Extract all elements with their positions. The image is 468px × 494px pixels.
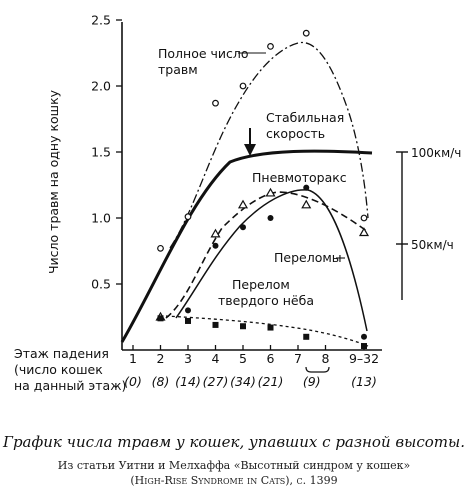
marker-s1-p2 xyxy=(237,199,249,209)
marker-s0-p6 xyxy=(360,214,368,222)
x-ticks: 1 2 3 4 5 6 7 8 9–32 xyxy=(129,345,379,366)
x-tick-label-5: 6 xyxy=(267,351,275,366)
marker-s2-p3 xyxy=(267,215,274,221)
figure-caption-block: График числа травм у кошек, упавших с ра… xyxy=(0,432,468,488)
marker-s3-p5 xyxy=(303,333,310,340)
injury-chart: Число травм на одну кошку 0.5 1.0 1.5 2.0 2.… xyxy=(14,13,461,394)
x-count-label-5: (21) xyxy=(258,374,284,389)
y-tick-label-2: 1.5 xyxy=(91,145,111,160)
marker-s2-p4 xyxy=(303,184,310,191)
x-counts: (0) (8) (14) (27) (34) (21) (9) (13) xyxy=(124,374,377,389)
x-count-label-3: (27) xyxy=(203,374,229,389)
x-tick-label-3: 4 xyxy=(212,351,220,366)
marker-s1-p5 xyxy=(358,227,370,237)
x-count-label-7: (13) xyxy=(351,374,377,389)
marker-s3-p6 xyxy=(361,343,367,350)
marker-s1-p4 xyxy=(301,199,312,209)
label-total-line1: Полное число xyxy=(158,46,249,61)
x-tick-label-4: 5 xyxy=(239,351,247,366)
x-axis-title: Этаж падения xyxy=(14,346,109,361)
data-markers xyxy=(155,29,370,350)
x-tick-label-1: 2 xyxy=(157,351,165,366)
x-axis-title-line2: (число кошек xyxy=(14,362,103,377)
y-tick-label-1: 1.0 xyxy=(91,211,111,226)
marker-s2-p0 xyxy=(185,307,191,314)
x-tick-label-6: 7 xyxy=(294,351,302,366)
marker-s0-p2 xyxy=(212,99,219,107)
y-tick-label-0: 0.5 xyxy=(91,277,111,292)
marker-s2-p2 xyxy=(240,224,246,231)
y-tick-label-4: 2.5 xyxy=(91,13,111,28)
curves xyxy=(120,41,373,347)
x-count-label-4: (34) xyxy=(230,374,256,389)
marker-s0-p1 xyxy=(184,213,192,221)
pneumothorax-curve xyxy=(165,191,369,319)
marker-s2-p1 xyxy=(212,242,219,249)
palate-curve xyxy=(165,315,369,347)
source-line-1: Из статьи Уитни и Мелхаффа «Высотный син… xyxy=(57,459,411,472)
marker-s3-p4 xyxy=(267,324,274,331)
marker-s0-p5 xyxy=(302,29,310,37)
bracket-7-8 xyxy=(305,366,330,373)
marker-s3-p2 xyxy=(212,321,219,328)
marker-s0-p0 xyxy=(157,244,164,252)
x-count-label-2: (14) xyxy=(175,374,201,389)
label-total-line2: травм xyxy=(158,62,198,77)
y-axis: 0.5 1.0 1.5 2.0 2.5 xyxy=(91,13,123,350)
x-count-label-1: (8) xyxy=(152,374,170,389)
x-tick-label-2: 3 xyxy=(184,351,192,366)
label-palate-line1: Перелом xyxy=(232,277,290,292)
marker-s3-p3 xyxy=(240,323,246,330)
x-tick-label-7: 8 xyxy=(322,351,330,366)
total-injuries-curve xyxy=(169,41,369,249)
x-count-label-0: (0) xyxy=(124,374,142,389)
annotations: Полное число травм Стабильная скорость П… xyxy=(158,46,347,308)
y-axis-title: Число травм на одну кошку xyxy=(46,89,61,274)
y-ticks: 0.5 1.0 1.5 2.0 2.5 xyxy=(91,13,122,292)
fractures-curve xyxy=(175,189,368,332)
x-axis: 1 2 3 4 5 6 7 8 9–32 Этаж падения (число кошек н… xyxy=(14,345,382,393)
marker-s3-p1 xyxy=(185,317,191,324)
marker-s0-p4 xyxy=(267,43,274,50)
marker-s1-p3 xyxy=(265,187,276,197)
x-axis-title-line3: на данный этаж) xyxy=(14,378,126,393)
source-line-2: (High-Rise Syndrome in Cats), с. 1399 xyxy=(130,474,338,487)
marker-s3-p0 xyxy=(157,315,164,322)
label-fractures: Переломы xyxy=(274,250,342,265)
stable-arrow-head xyxy=(244,144,256,156)
figure-caption: График числа травм у кошек, упавших с ра… xyxy=(3,433,465,451)
marker-s0-p3 xyxy=(239,82,247,90)
label-stable-line2: скорость xyxy=(266,126,325,141)
y-tick-label-3: 2.0 xyxy=(91,79,111,94)
x-tick-label-8: 9–32 xyxy=(349,351,379,366)
speed-scale: 100км/ч 50км/ч xyxy=(396,146,461,300)
label-stable-line1: Стабильная xyxy=(266,110,344,125)
stable-speed-curve xyxy=(120,149,373,343)
x-count-label-6: (9) xyxy=(303,374,321,389)
speed-label-100: 100км/ч xyxy=(411,146,461,160)
speed-label-50: 50км/ч xyxy=(411,238,454,252)
marker-s1-p1 xyxy=(210,228,221,238)
label-palate-line2: твердого нёба xyxy=(218,293,314,308)
x-tick-label-0: 1 xyxy=(129,351,137,366)
marker-s2-p5 xyxy=(361,333,367,340)
label-pneumothorax: Пневмоторакс xyxy=(252,170,347,185)
